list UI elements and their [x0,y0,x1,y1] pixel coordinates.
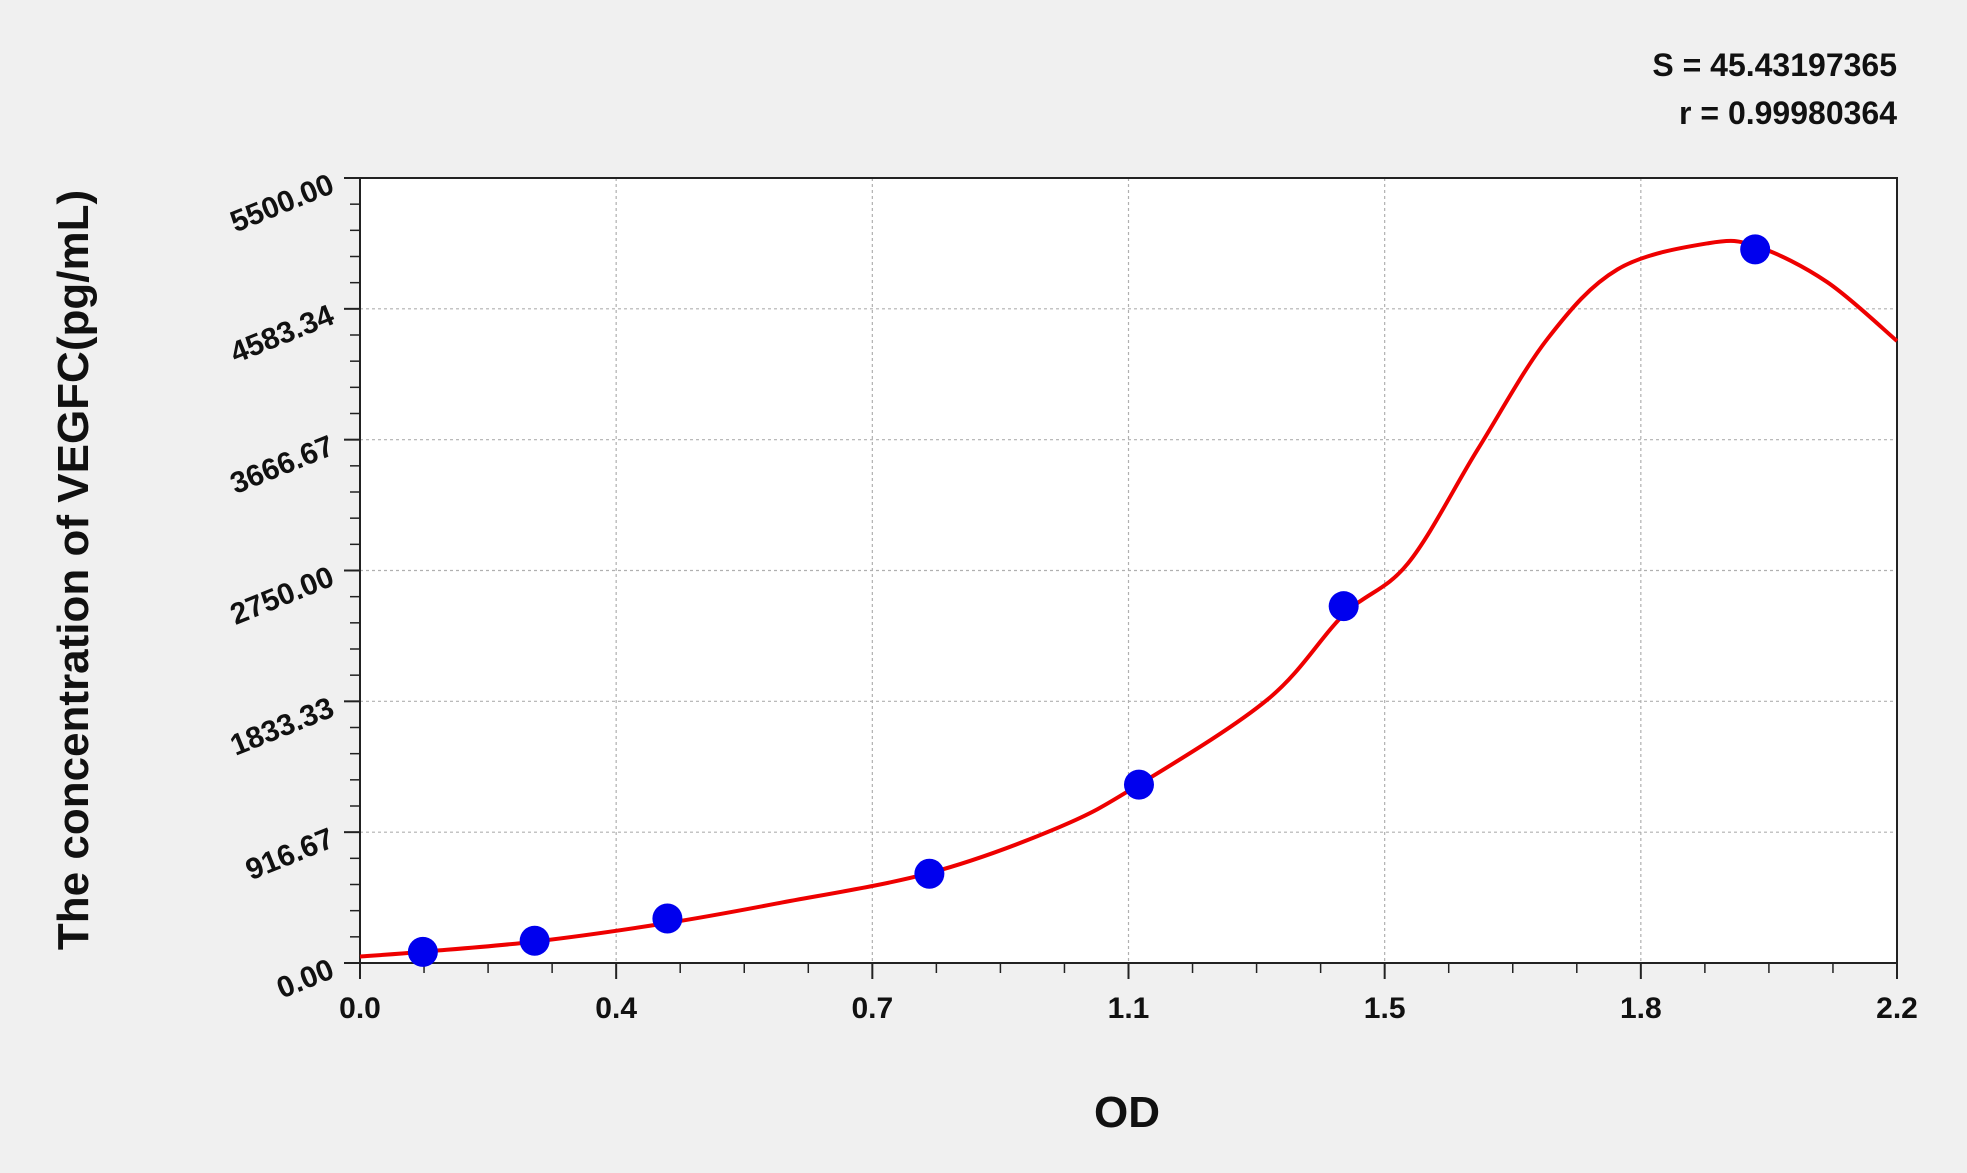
data-point [1328,591,1359,622]
grid [360,178,1897,963]
y-tick-label: 4583.34 [226,299,339,370]
data-point [914,858,945,889]
data-points [407,234,1771,967]
data-point [1123,769,1154,800]
x-tick-label: 1.1 [1108,992,1150,1025]
annotation-r: r = 0.99980364 [1679,95,1897,131]
plot-frame [359,177,1898,964]
annotation-s: S = 45.43197365 [1652,47,1897,83]
y-tick-label: 1833.33 [226,691,339,762]
data-point [519,925,550,956]
y-tick-label: 916.67 [241,822,338,887]
x-tick-label: 0.4 [595,992,637,1025]
x-tick-label: 0.7 [851,992,893,1025]
x-tick-labels: 0.0 0.4 0.7 1.1 1.5 1.8 2.2 [339,992,1918,1025]
x-tick-label: 1.5 [1364,992,1406,1025]
y-tick-label: 0.00 [272,953,339,1005]
data-point [652,903,683,934]
x-tick-label: 1.8 [1620,992,1662,1025]
y-axis-title: The concentration of VEGFC(pg/mL) [49,190,98,950]
y-tick-label: 2750.00 [226,560,339,631]
data-point [407,936,438,967]
x-tick-label: 2.2 [1876,992,1918,1025]
y-tick-label: 3666.67 [226,430,339,501]
data-point [1740,234,1771,265]
x-tick-label: 0.0 [339,992,381,1025]
ticks [344,177,1898,979]
y-tick-label: 5500.00 [226,168,339,239]
y-tick-labels: 0.00 916.67 1833.33 2750.00 3666.67 4583.34 55… [226,168,339,1005]
x-axis-title: OD [1094,1088,1160,1137]
